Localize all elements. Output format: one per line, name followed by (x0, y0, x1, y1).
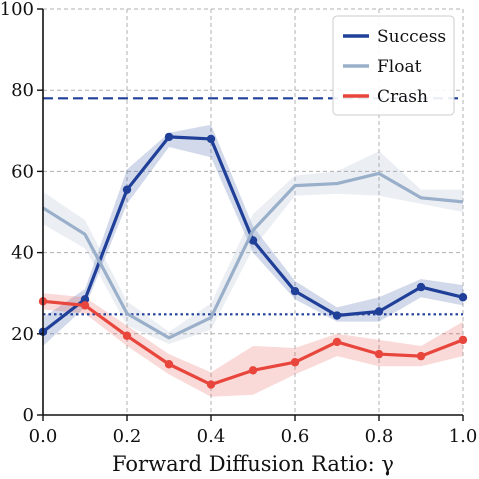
data-point-success (80, 295, 90, 304)
data-point-crash (332, 337, 342, 347)
data-point-success (122, 185, 132, 194)
series-lines (38, 132, 468, 389)
data-point-success (332, 311, 342, 320)
data-point-success (164, 132, 174, 142)
data-point-crash (164, 360, 174, 369)
data-point-crash (416, 351, 426, 361)
x-tick-label: 0.0 (29, 426, 58, 447)
legend-label-float: Float (377, 57, 422, 77)
data-point-success (374, 307, 384, 316)
data-point-crash (122, 331, 132, 341)
x-tick-label: 0.8 (365, 426, 394, 447)
x-axis-label: Forward Diffusion Ratio: γ (112, 452, 394, 476)
y-tick-label: 0 (23, 405, 34, 426)
x-tick-label: 0.4 (197, 426, 226, 447)
data-point-success (206, 134, 216, 144)
legend-box (332, 15, 455, 116)
data-point-crash (458, 335, 468, 345)
band-success (43, 124, 463, 346)
y-tick-label: 100 (0, 0, 34, 20)
x-tick-label: 0.6 (281, 426, 310, 447)
data-point-success (290, 286, 300, 296)
y-tick-label: 80 (11, 80, 34, 101)
y-tick-label: 20 (11, 324, 34, 345)
data-point-success (416, 282, 426, 292)
data-point-success (458, 293, 468, 302)
band-float (43, 151, 463, 344)
axes: 0.0 0.2 0.4 0.6 0.8 1.0 0 20 40 60 80 100 (0, 0, 477, 447)
x-tick-label: 0.2 (113, 426, 142, 447)
legend-label-success: Success (377, 27, 446, 47)
data-point-crash (248, 366, 258, 375)
y-tick-label: 60 (11, 161, 34, 182)
data-point-crash (290, 358, 300, 367)
legend: Success Float Crash (332, 15, 455, 116)
data-point-crash (206, 380, 216, 389)
legend-label-crash: Crash (377, 87, 428, 107)
y-tick-label: 40 (11, 243, 34, 264)
x-tick-label: 1.0 (449, 426, 478, 447)
series-line-float (42, 171, 464, 340)
data-point-crash (374, 349, 384, 359)
data-point-crash (80, 301, 90, 310)
grid (43, 8, 464, 415)
